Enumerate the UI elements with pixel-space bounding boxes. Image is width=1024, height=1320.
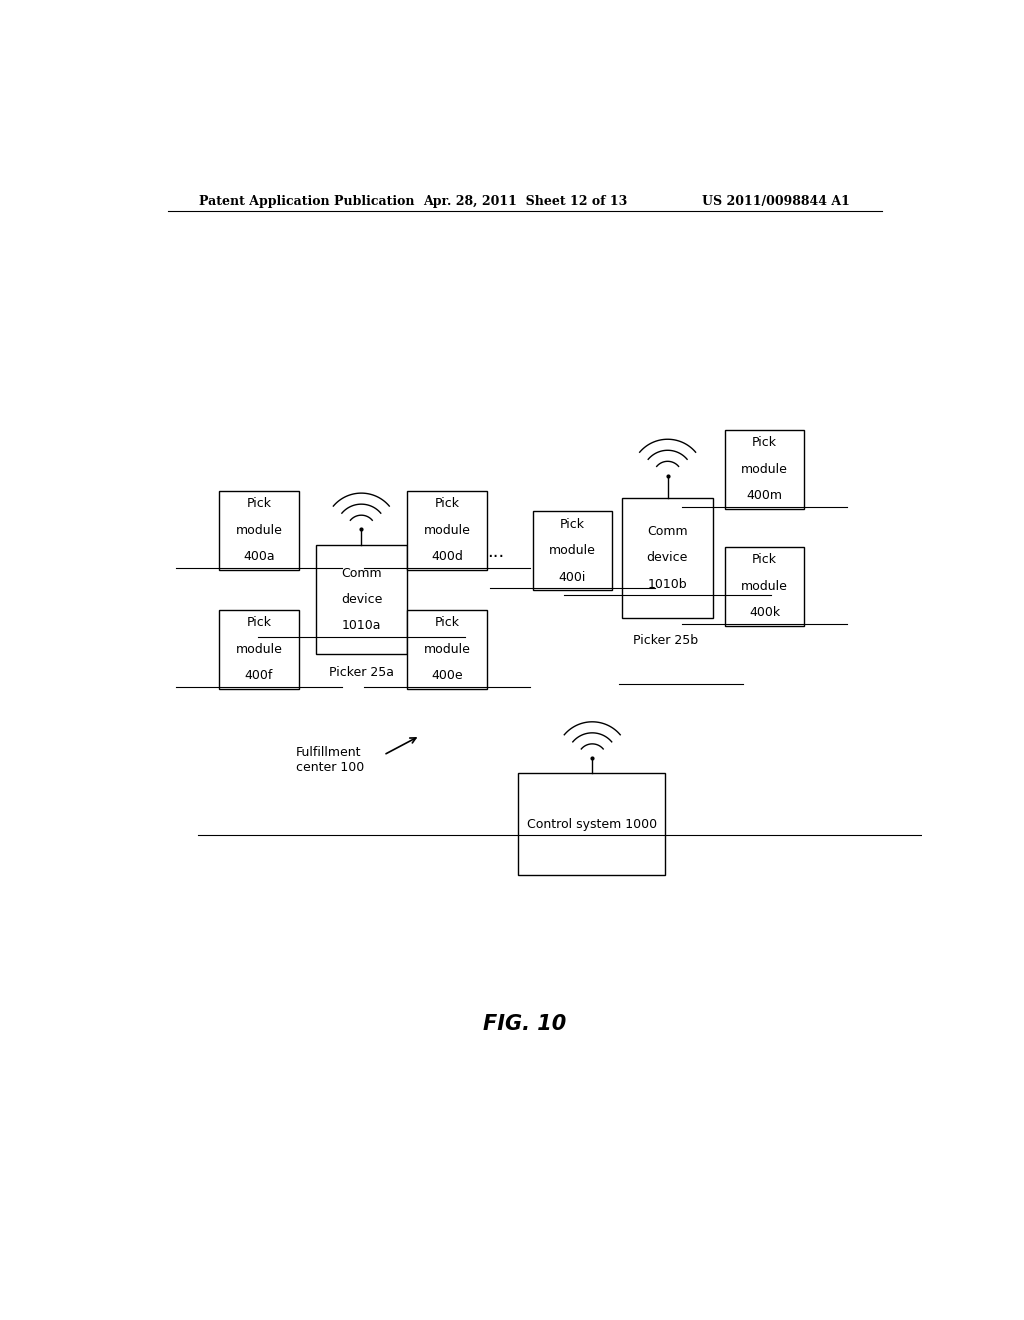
- Text: 400i: 400i: [559, 570, 586, 583]
- Text: module: module: [424, 524, 470, 537]
- Text: Picker 25a: Picker 25a: [329, 667, 394, 680]
- Bar: [316, 545, 408, 655]
- Text: 400d: 400d: [431, 550, 463, 564]
- Text: device: device: [646, 552, 688, 565]
- Text: 1010b: 1010b: [647, 578, 687, 591]
- Text: 1010a: 1010a: [342, 619, 382, 632]
- Text: 400a: 400a: [243, 550, 274, 564]
- Text: device: device: [341, 593, 382, 606]
- Bar: [408, 491, 486, 570]
- Text: US 2011/0098844 A1: US 2011/0098844 A1: [702, 194, 850, 207]
- Text: Pick: Pick: [434, 616, 460, 630]
- Bar: [219, 491, 299, 570]
- Text: Patent Application Publication: Patent Application Publication: [200, 194, 415, 207]
- Text: Pick: Pick: [752, 553, 777, 566]
- Text: Comm: Comm: [647, 525, 687, 539]
- Text: module: module: [741, 463, 787, 477]
- Bar: [219, 610, 299, 689]
- Text: Picker 25b: Picker 25b: [633, 634, 697, 647]
- Text: Pick: Pick: [247, 616, 271, 630]
- Text: module: module: [424, 643, 470, 656]
- Bar: [622, 498, 713, 618]
- Text: 400e: 400e: [431, 669, 463, 682]
- Text: module: module: [236, 524, 283, 537]
- Bar: [518, 774, 666, 875]
- Bar: [725, 546, 804, 626]
- Text: module: module: [236, 643, 283, 656]
- Text: Control system 1000: Control system 1000: [526, 817, 657, 830]
- Text: 400k: 400k: [749, 606, 780, 619]
- Bar: [408, 610, 486, 689]
- Text: Pick: Pick: [434, 498, 460, 511]
- Text: module: module: [549, 544, 596, 557]
- Text: Pick: Pick: [752, 437, 777, 450]
- Bar: [532, 511, 612, 590]
- Text: Fulfillment
center 100: Fulfillment center 100: [296, 746, 365, 774]
- Text: ...: ...: [487, 543, 505, 561]
- Bar: [725, 430, 804, 510]
- Text: Pick: Pick: [560, 517, 585, 531]
- Text: Apr. 28, 2011  Sheet 12 of 13: Apr. 28, 2011 Sheet 12 of 13: [423, 194, 627, 207]
- Text: Comm: Comm: [341, 566, 382, 579]
- Text: Pick: Pick: [247, 498, 271, 511]
- Text: 400m: 400m: [746, 490, 782, 503]
- Text: FIG. 10: FIG. 10: [483, 1014, 566, 1035]
- Text: 400f: 400f: [245, 669, 273, 682]
- Text: module: module: [741, 579, 787, 593]
